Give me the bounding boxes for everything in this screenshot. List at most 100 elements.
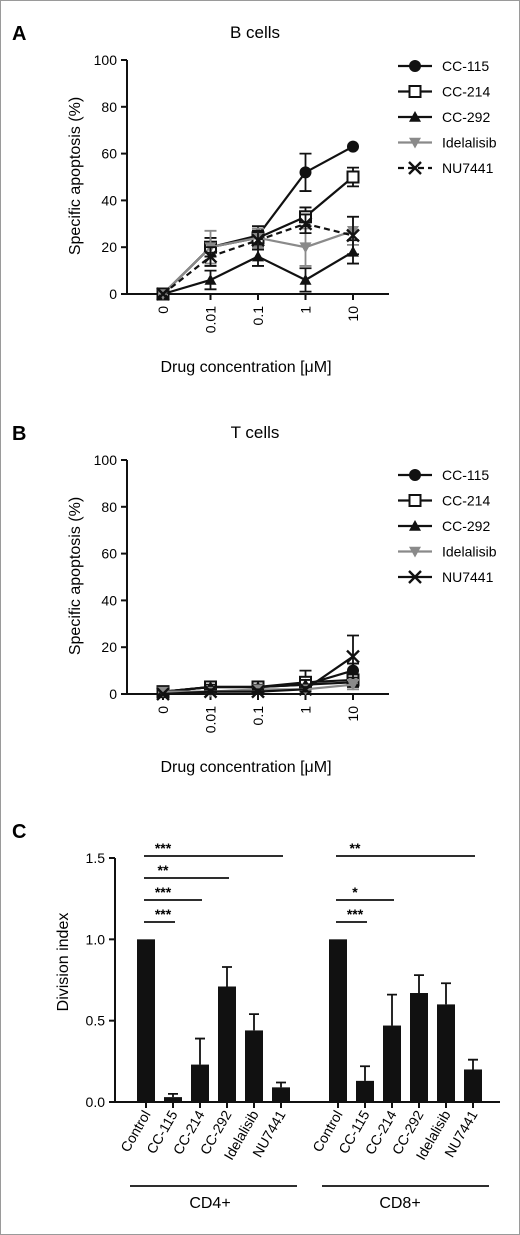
data-point-shape — [251, 233, 265, 248]
significance-label: *** — [347, 906, 364, 922]
legend-marker-shape — [409, 111, 421, 122]
legend-marker — [408, 494, 422, 507]
legend-entry-nu7441: NU7441 — [398, 569, 494, 585]
bar — [137, 939, 155, 1102]
significance-label: * — [352, 884, 358, 900]
legend-label: CC-292 — [442, 518, 490, 534]
error-bar — [195, 1037, 205, 1065]
y-tick-label: 100 — [94, 52, 118, 68]
legend-marker — [409, 520, 421, 531]
panel-c-ylabel: Division index — [55, 913, 72, 1012]
legend-marker — [409, 546, 421, 558]
x-tick-label: 10 — [345, 706, 361, 722]
panel-b-title: T cells — [231, 423, 280, 442]
legend-marker-shape — [408, 161, 422, 175]
legend-entry-cc-115: CC-115 — [398, 58, 489, 74]
panel-a-xlabel: Drug concentration [μM] — [160, 359, 331, 376]
y-tick-label: 1.0 — [86, 931, 106, 947]
panel-letter-a: A — [12, 23, 26, 45]
error-bar — [222, 966, 232, 987]
bar — [272, 1087, 290, 1102]
legend-marker-shape — [409, 137, 421, 149]
y-tick-label: 80 — [101, 99, 117, 115]
significance-label: ** — [350, 840, 361, 856]
y-tick-label: 0 — [109, 686, 117, 702]
data-point-shape — [203, 249, 218, 264]
panel-c-plot: 0.0 0.5 1.0 1.5 ControlCC-115CC-214CC-292Ide… — [86, 840, 500, 1187]
error-bar — [168, 1092, 178, 1098]
legend-label: CC-214 — [442, 84, 490, 100]
error-bar — [249, 1013, 259, 1031]
data-point — [156, 687, 170, 701]
data-point — [203, 249, 218, 264]
panel-c-group-label-cd4: CD4+ — [189, 1195, 230, 1212]
legend-label: NU7441 — [442, 160, 494, 176]
panel-letter-c: C — [12, 821, 26, 843]
x-tick-label: 0.01 — [203, 306, 219, 333]
significance-bracket: *** — [144, 840, 283, 857]
legend-marker — [409, 60, 421, 72]
data-point-shape — [251, 684, 265, 699]
significance-bracket: ** — [336, 840, 475, 857]
significance-label: ** — [158, 862, 169, 878]
data-point-shape — [346, 649, 360, 664]
legend-label: CC-115 — [442, 58, 489, 74]
legend-marker-shape — [408, 85, 422, 98]
significance-label: *** — [155, 906, 172, 922]
bar — [356, 1080, 374, 1102]
legend-marker — [409, 469, 421, 481]
significance-bracket: *** — [144, 906, 175, 923]
y-tick-label: 1.5 — [86, 850, 106, 866]
y-tick-label: 0.5 — [86, 1013, 106, 1029]
data-point — [251, 233, 265, 248]
panel-a-plot: 0 20 40 60 80 100 0 0.01 0.1 1 10 CC-115 CC-214 CC-29… — [94, 52, 497, 333]
legend-label: Idelalisib — [442, 135, 497, 151]
significance-label: *** — [155, 840, 172, 856]
legend-marker-shape — [409, 469, 421, 481]
data-point — [156, 287, 170, 301]
legend-entry-cc-292: CC-292 — [398, 109, 490, 125]
data-point — [203, 684, 218, 699]
y-tick-label: 60 — [101, 546, 117, 562]
data-point-shape — [203, 684, 218, 699]
y-tick-label: 60 — [101, 146, 117, 162]
data-point-shape — [346, 170, 360, 184]
legend-entry-cc-115: CC-115 — [398, 467, 489, 483]
y-tick-label: 0.0 — [86, 1094, 106, 1110]
y-tick-label: 40 — [101, 192, 117, 208]
error-bar — [414, 974, 424, 994]
legend-marker-shape — [409, 60, 421, 72]
significance-bracket: ** — [144, 862, 229, 879]
x-tick-label: 1 — [298, 706, 314, 714]
panel-b-xlabel: Drug concentration [μM] — [160, 759, 331, 776]
panel-letter-b: B — [12, 423, 26, 445]
legend-label: CC-115 — [442, 467, 489, 483]
data-point-shape — [252, 250, 264, 262]
bar — [218, 986, 236, 1102]
error-bar — [360, 1065, 370, 1081]
data-point-shape — [299, 273, 312, 285]
data-point-shape — [156, 287, 170, 301]
x-tick-label: 0.1 — [250, 306, 266, 326]
legend-marker-shape — [408, 494, 422, 507]
error-bar — [441, 982, 451, 1005]
legend-label: NU7441 — [442, 569, 494, 585]
data-point-shape — [346, 228, 360, 243]
x-tick-label: 0.1 — [250, 706, 266, 726]
data-point — [252, 250, 264, 262]
legend-entry-cc-214: CC-214 — [398, 493, 490, 509]
data-point-shape — [156, 687, 170, 701]
data-point — [346, 649, 360, 664]
x-tick-label: 0 — [155, 306, 171, 314]
data-point — [347, 679, 359, 691]
y-tick-label: 80 — [101, 499, 117, 515]
data-point-shape — [347, 140, 359, 153]
error-bar — [468, 1058, 478, 1070]
x-tick-label: 0.01 — [203, 706, 219, 733]
panel-a-ylabel: Specific apoptosis (%) — [67, 97, 84, 255]
bar — [383, 1025, 401, 1102]
bar — [464, 1069, 482, 1102]
y-tick-label: 40 — [101, 592, 117, 608]
